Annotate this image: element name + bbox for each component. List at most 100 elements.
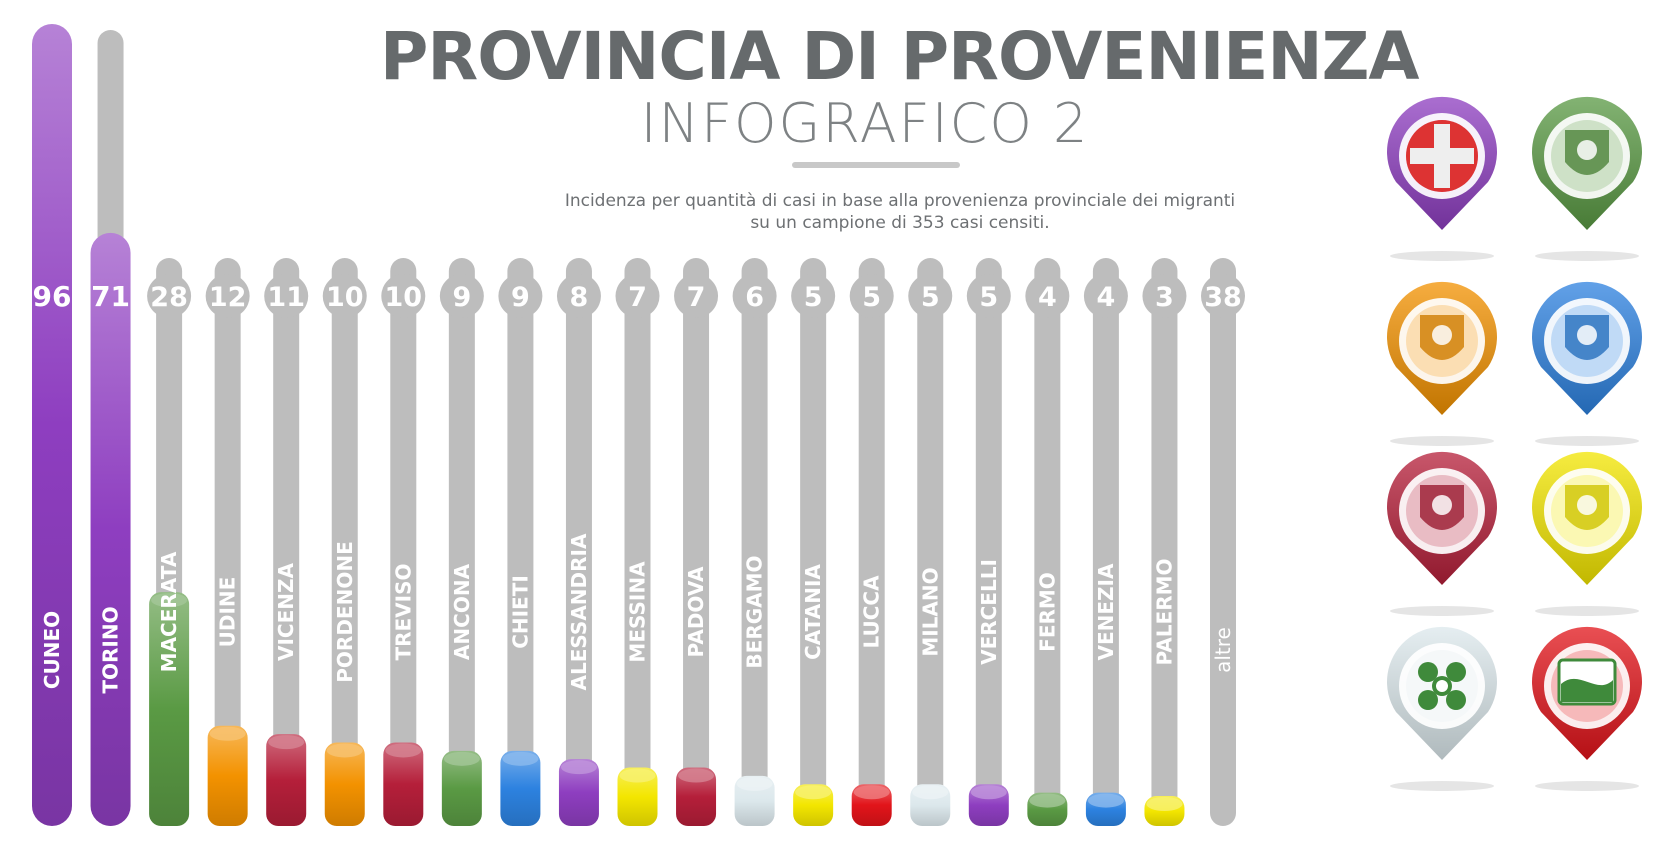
bar-cap bbox=[560, 760, 597, 775]
bar-track bbox=[917, 258, 944, 826]
bar bbox=[617, 767, 658, 826]
bar-group-macerata: 28 MACERATA bbox=[147, 258, 192, 826]
friuli-eagle-coat-of-arms-icon bbox=[1387, 281, 1497, 446]
value-bubble bbox=[908, 274, 953, 318]
value-bubble bbox=[674, 274, 719, 318]
bar-cap bbox=[385, 743, 422, 758]
bar bbox=[500, 750, 541, 826]
bar-category-label: UDINE bbox=[216, 577, 240, 648]
bar-cap bbox=[443, 751, 480, 766]
toscana-coat-of-arms-icon bbox=[1532, 626, 1642, 791]
bar-category-label: MESSINA bbox=[626, 561, 650, 663]
bar-value-label: 10 bbox=[385, 282, 423, 313]
bar-track bbox=[741, 258, 768, 826]
bar-cap bbox=[795, 785, 832, 800]
value-bubble bbox=[264, 274, 309, 318]
value-bubble bbox=[205, 274, 250, 318]
bar-cap bbox=[619, 768, 656, 783]
bar-category-label: LUCCA bbox=[860, 575, 884, 649]
bar-value-label: 3 bbox=[1155, 282, 1174, 313]
bar-value-label: 9 bbox=[511, 282, 530, 313]
bar-category-label: MILANO bbox=[918, 567, 942, 656]
bar-track bbox=[683, 258, 710, 826]
bar-category-label: BERGAMO bbox=[743, 555, 767, 668]
abruzzo-coat-of-arms-icon bbox=[1532, 281, 1642, 446]
bar-track bbox=[1034, 258, 1061, 826]
value-bubble bbox=[732, 274, 777, 318]
bar-group-torino: 71 TORINO bbox=[90, 30, 131, 826]
title-divider bbox=[792, 162, 960, 168]
value-bubble bbox=[381, 274, 426, 318]
bar-category-label: CUNEO bbox=[40, 611, 64, 689]
bar-value-label: 4 bbox=[1097, 282, 1116, 313]
lombardia-rose-coat-of-arms-icon bbox=[1387, 626, 1497, 791]
page-subtitle: INFOGRAFICO 2 bbox=[640, 92, 1090, 155]
bar-value-label: 8 bbox=[570, 282, 589, 313]
value-bubble bbox=[498, 274, 543, 318]
bar-track bbox=[565, 258, 592, 826]
value-bubble bbox=[147, 274, 192, 318]
bar-group-vicenza: 11 VICENZA bbox=[264, 258, 309, 826]
value-bubble bbox=[966, 274, 1011, 318]
bar-value-label: 28 bbox=[150, 282, 188, 313]
bar-group-lucca: 5 LUCCA bbox=[849, 258, 894, 826]
bar-group-ancona: 9 ANCONA bbox=[439, 258, 484, 826]
value-bubble bbox=[791, 274, 836, 318]
bar bbox=[558, 759, 599, 826]
bar-track bbox=[1151, 258, 1178, 826]
bar-category-label: PADOVA bbox=[684, 566, 708, 657]
bar-group-milano: 5 MILANO bbox=[908, 258, 953, 826]
bar-group-bergamo: 6 BERGAMO bbox=[732, 258, 777, 826]
bar-value-label: 10 bbox=[326, 282, 364, 313]
bar-category-label: CATANIA bbox=[801, 564, 825, 660]
bar-category-label: FERMO bbox=[1035, 572, 1059, 652]
bar-group-pordenone: 10 PORDENONE bbox=[322, 258, 367, 826]
bar-cap bbox=[151, 593, 188, 608]
veneto-lion-coat-of-arms-icon bbox=[1387, 451, 1497, 616]
bar-value-label: 11 bbox=[267, 282, 305, 313]
bar-cap bbox=[326, 743, 363, 758]
bar-group-alessandria: 8 ALESSANDRIA bbox=[556, 258, 601, 826]
bar bbox=[266, 734, 307, 826]
bar-value-label: 9 bbox=[452, 282, 471, 313]
bar-group-udine: 12 UDINE bbox=[205, 258, 250, 826]
bar-category-label: TORINO bbox=[99, 606, 123, 693]
bar-cap bbox=[970, 785, 1007, 800]
bar-value-label: 38 bbox=[1204, 282, 1242, 313]
bar bbox=[207, 725, 248, 826]
value-bubble bbox=[1142, 274, 1187, 318]
piemonte-coat-of-arms-icon bbox=[1387, 96, 1497, 261]
bar-track bbox=[800, 258, 827, 826]
value-bubble bbox=[1025, 274, 1070, 318]
bar-group-treviso: 10 TREVISO bbox=[381, 258, 426, 826]
bar-track bbox=[1092, 258, 1119, 826]
bar-track bbox=[1210, 258, 1236, 826]
bar-category-label: TREVISO bbox=[391, 563, 415, 660]
marche-coat-of-arms-icon bbox=[1532, 96, 1642, 261]
bar bbox=[441, 750, 482, 826]
bar-value-label: 71 bbox=[91, 280, 130, 313]
bar bbox=[90, 232, 131, 826]
bar bbox=[676, 767, 717, 826]
bar-category-label: VERCELLI bbox=[977, 559, 1001, 665]
value-bubble bbox=[1201, 274, 1245, 318]
bar-track bbox=[975, 258, 1002, 826]
value-bubble bbox=[849, 274, 894, 318]
bar-group-cuneo: 96 CUNEO bbox=[32, 24, 72, 826]
value-bubble bbox=[1083, 274, 1128, 318]
bar-track bbox=[448, 258, 475, 826]
bar-category-label: PALERMO bbox=[1152, 558, 1176, 665]
bar-value-label: 4 bbox=[1038, 282, 1057, 313]
page-title: PROVINCIA DI PROVENIENZA bbox=[380, 18, 1420, 95]
bar bbox=[324, 742, 365, 826]
bar-cap bbox=[912, 785, 949, 800]
bar bbox=[149, 592, 190, 826]
bar-cap bbox=[678, 768, 715, 783]
bar-value-label: 5 bbox=[979, 282, 998, 313]
bar-category-label: ALESSANDRIA bbox=[567, 533, 591, 690]
bar-category-label: altre bbox=[1211, 627, 1235, 673]
bar-group-padova: 7 PADOVA bbox=[674, 258, 719, 826]
bar-cap bbox=[209, 726, 246, 741]
bar-cap bbox=[1029, 793, 1066, 808]
